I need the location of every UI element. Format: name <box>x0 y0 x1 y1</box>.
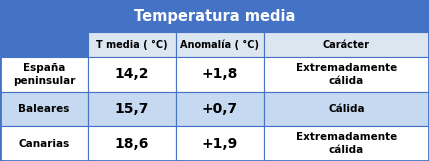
Text: España
peninsular: España peninsular <box>13 63 75 86</box>
FancyBboxPatch shape <box>0 57 88 92</box>
FancyBboxPatch shape <box>88 126 176 161</box>
FancyBboxPatch shape <box>88 57 176 92</box>
Text: +1,8: +1,8 <box>202 67 238 81</box>
FancyBboxPatch shape <box>176 126 264 161</box>
FancyBboxPatch shape <box>88 92 176 126</box>
Text: Cálida: Cálida <box>328 104 365 114</box>
Text: 18,6: 18,6 <box>115 137 149 151</box>
FancyBboxPatch shape <box>88 32 176 57</box>
Text: T media ( °C): T media ( °C) <box>96 40 168 50</box>
Text: Temperatura media: Temperatura media <box>134 9 295 24</box>
FancyBboxPatch shape <box>264 57 429 92</box>
Text: Anomalía ( °C): Anomalía ( °C) <box>180 39 260 50</box>
Text: Baleares: Baleares <box>18 104 69 114</box>
FancyBboxPatch shape <box>0 32 88 57</box>
Text: +1,9: +1,9 <box>202 137 238 151</box>
FancyBboxPatch shape <box>0 126 88 161</box>
FancyBboxPatch shape <box>0 92 88 126</box>
Text: Carácter: Carácter <box>323 40 370 50</box>
FancyBboxPatch shape <box>264 32 429 57</box>
FancyBboxPatch shape <box>0 0 429 32</box>
Text: Extremadamente
cálida: Extremadamente cálida <box>296 63 397 86</box>
FancyBboxPatch shape <box>176 32 264 57</box>
Text: +0,7: +0,7 <box>202 102 238 116</box>
FancyBboxPatch shape <box>176 92 264 126</box>
FancyBboxPatch shape <box>264 92 429 126</box>
FancyBboxPatch shape <box>264 126 429 161</box>
Text: 15,7: 15,7 <box>115 102 149 116</box>
Text: Canarias: Canarias <box>18 139 69 149</box>
Text: 14,2: 14,2 <box>115 67 149 81</box>
FancyBboxPatch shape <box>176 57 264 92</box>
Text: Extremadamente
cálida: Extremadamente cálida <box>296 133 397 155</box>
